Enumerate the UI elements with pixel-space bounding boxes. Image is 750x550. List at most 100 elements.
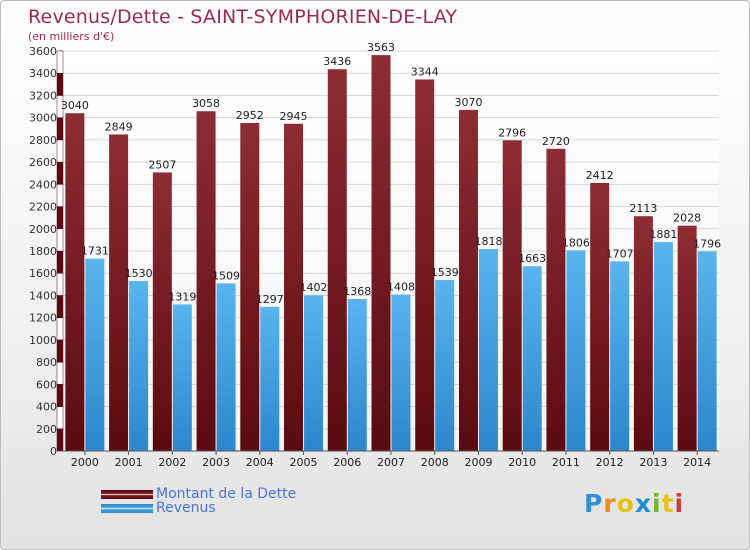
bar-debt — [65, 113, 85, 451]
y-axis-stripe — [56, 339, 64, 363]
x-tick-label: 2004 — [246, 456, 274, 469]
x-tick-label: 2011 — [552, 456, 580, 469]
x-tick-label: 2010 — [508, 456, 536, 469]
y-axis-stripe — [56, 161, 64, 185]
x-tick-label: 2008 — [421, 456, 449, 469]
bar-debt — [371, 55, 391, 451]
value-label-debt: 3070 — [454, 96, 482, 109]
value-label-revenue: 1663 — [518, 252, 546, 265]
y-tick-label: 400 — [36, 401, 57, 414]
x-tick-label: 2007 — [377, 456, 405, 469]
value-label-debt: 2720 — [542, 135, 570, 148]
x-tick-label: 2006 — [333, 456, 361, 469]
value-label-debt: 3563 — [367, 41, 395, 54]
chart-subtitle: (en milliers d'€) — [28, 30, 115, 43]
y-tick-label: 2000 — [29, 223, 57, 236]
y-tick-label: 800 — [36, 356, 57, 369]
y-tick-label: 1600 — [29, 267, 57, 280]
bar-revenue — [129, 281, 149, 451]
value-label-debt: 3058 — [192, 97, 220, 110]
bar-debt — [415, 79, 435, 451]
value-label-debt: 2412 — [586, 169, 614, 182]
value-label-debt: 2849 — [105, 120, 133, 133]
bar-debt — [240, 123, 260, 451]
y-axis-stripe — [56, 228, 64, 252]
y-tick-label: 3400 — [29, 67, 57, 80]
y-axis-stripe — [56, 139, 64, 163]
value-label-debt: 2113 — [629, 202, 657, 215]
bar-debt — [502, 140, 522, 452]
y-tick-label: 1200 — [29, 312, 57, 325]
bar-debt — [590, 183, 610, 451]
bar-debt — [196, 111, 216, 451]
x-tick-label: 2013 — [639, 456, 667, 469]
value-label-revenue: 1707 — [606, 247, 634, 260]
logo-letter: i — [674, 489, 685, 518]
x-tick-label: 2001 — [115, 456, 143, 469]
bars-layer — [65, 55, 717, 452]
value-label-debt: 2796 — [498, 126, 526, 139]
value-label-revenue: 1319 — [168, 290, 196, 303]
proxiti-logo: Proxiti — [584, 489, 684, 518]
y-tick-label: 2400 — [29, 178, 57, 191]
chart-title: Revenus/Dette - SAINT-SYMPHORIEN-DE-LAY — [28, 6, 458, 28]
bar-revenue — [391, 294, 411, 451]
bar-debt — [152, 172, 172, 451]
bar-revenue — [566, 250, 586, 451]
bar-revenue — [610, 261, 630, 451]
bar-revenue — [347, 299, 367, 451]
y-axis: 0 200 400 600 800 1000 1200 1400 1600 1800 2000 220… — [29, 45, 64, 458]
y-tick-label: 3200 — [29, 89, 57, 102]
value-label-revenue: 1402 — [300, 281, 328, 294]
y-tick-label: 1800 — [29, 245, 57, 258]
y-tick-label: 0 — [50, 445, 57, 458]
value-label-revenue: 1818 — [474, 235, 502, 248]
bar-revenue — [435, 280, 455, 451]
bar-revenue — [172, 304, 192, 451]
x-axis: 2000 2001 2002 2003 2004 2005 2006 2007 2008 2009… — [57, 450, 719, 469]
y-axis-stripe — [56, 250, 64, 274]
value-label-revenue: 1368 — [343, 285, 371, 298]
legend-item-revenue: Revenus — [101, 500, 401, 517]
y-tick-label: 1400 — [29, 289, 57, 302]
value-label-revenue: 1539 — [431, 266, 459, 279]
x-tick-label: 2009 — [464, 456, 492, 469]
y-axis-stripe — [56, 295, 64, 318]
bar-revenue — [85, 258, 105, 451]
y-tick-label: 3000 — [29, 112, 57, 125]
value-label-revenue: 1509 — [212, 269, 240, 282]
value-label-revenue: 1881 — [649, 228, 677, 241]
y-tick-label: 2200 — [29, 201, 57, 214]
legend-item-debt: Montant de la Dette — [101, 486, 401, 503]
y-axis-stripe — [56, 428, 64, 452]
y-tick-label: 1000 — [29, 334, 57, 347]
bar-revenue — [304, 295, 324, 451]
value-label-debt: 3436 — [323, 55, 351, 68]
value-labels-layer: 3040 1731 2849 1530 2507 1319 3058 1509 2952 1297… — [61, 41, 721, 306]
bar-revenue — [653, 242, 673, 451]
y-axis-stripe — [56, 72, 64, 96]
y-tick-label: 600 — [36, 378, 57, 391]
bar-debt — [546, 148, 566, 451]
logo-letter: r — [603, 489, 617, 518]
y-axis-stripe — [56, 184, 64, 207]
bar-revenue — [216, 283, 236, 451]
value-label-debt: 2952 — [236, 109, 264, 122]
bar-debt — [458, 109, 478, 451]
value-label-revenue: 1408 — [387, 281, 415, 294]
y-axis-stripe — [56, 361, 64, 385]
bar-revenue — [697, 251, 717, 451]
bar-debt — [327, 69, 347, 451]
value-label-revenue: 1297 — [256, 293, 284, 306]
y-axis-stripe — [56, 384, 64, 407]
logo-letter: o — [616, 489, 635, 518]
x-tick-label: 2005 — [290, 456, 318, 469]
bar-debt — [284, 123, 304, 452]
y-axis-stripe — [56, 406, 64, 430]
value-label-debt: 2945 — [280, 110, 308, 123]
grid-layer — [63, 50, 719, 452]
logo-letter: P — [584, 489, 604, 518]
y-axis-stripe — [56, 317, 64, 341]
